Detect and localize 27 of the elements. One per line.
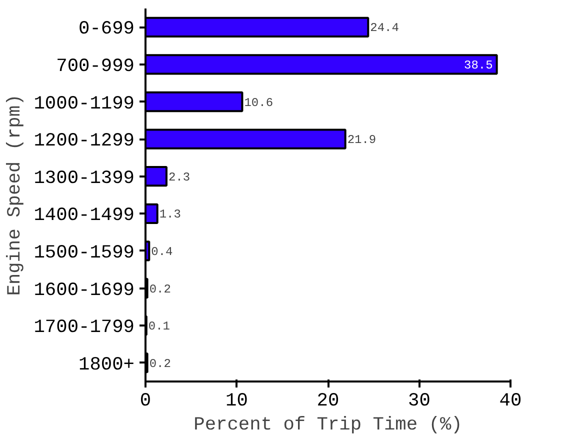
data-label: 0.2	[149, 282, 171, 296]
x-tick-label: 10	[226, 390, 248, 412]
x-tick-label: 20	[316, 390, 340, 412]
data-label: 0.1	[148, 320, 170, 334]
y-tick-label: 700-999	[56, 54, 135, 77]
x-tick-label: 40	[499, 390, 522, 412]
data-label: 0.4	[151, 244, 173, 259]
y-tick-label: 1400-1499	[34, 204, 135, 226]
y-tick-label: 0-699	[78, 18, 135, 40]
x-tick-label: 30	[408, 390, 430, 412]
y-tick-label: 1700-1799	[34, 316, 135, 338]
data-label: 2.3	[168, 170, 190, 184]
y-tick-label: 1500-1599	[34, 241, 135, 264]
x-axis-title: Percent of Trip Time (%)	[194, 414, 462, 436]
data-label: 10.6	[244, 96, 274, 110]
data-label: 24.4	[370, 21, 399, 36]
data-label: 1.3	[159, 208, 181, 222]
y-tick-label: 1300-1399	[34, 166, 135, 189]
y-tick-label: 1000-1199	[34, 92, 135, 114]
x-tick-label: 0	[140, 390, 152, 412]
y-axis-title: Engine Speed (rpm)	[4, 94, 26, 296]
data-label: 38.5	[464, 58, 493, 72]
y-tick-label: 1800+	[78, 353, 135, 376]
y-tick-label: 1200-1299	[34, 130, 135, 152]
data-label: 21.9	[347, 133, 376, 148]
data-label: 0.2	[149, 356, 171, 371]
y-tick-label: 1600-1699	[34, 278, 135, 301]
